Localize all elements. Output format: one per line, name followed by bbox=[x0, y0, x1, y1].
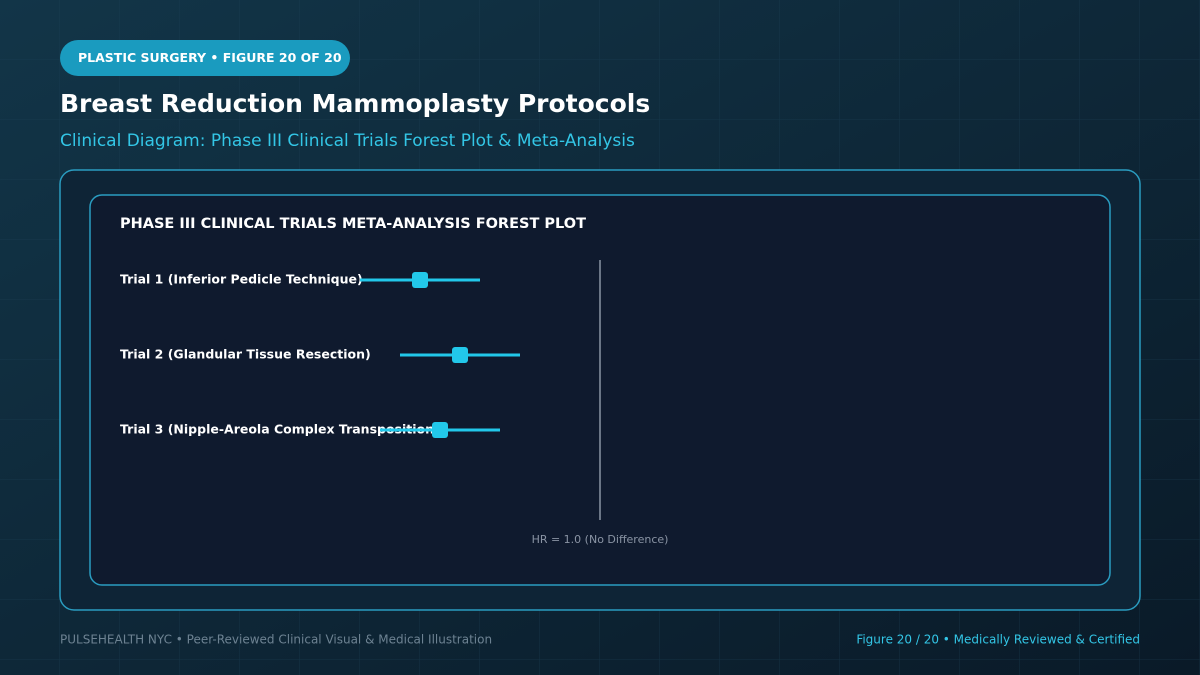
point-estimate bbox=[412, 272, 428, 288]
trial-label: Trial 2 (Glandular Tissue Resection) bbox=[120, 347, 371, 362]
badge bbox=[60, 40, 350, 76]
badge-text: PLASTIC SURGERY • FIGURE 20 OF 20 bbox=[78, 50, 342, 65]
trial-label: Trial 3 (Nipple-Areola Complex Transposi… bbox=[120, 422, 440, 437]
page-subtitle: Clinical Diagram: Phase III Clinical Tri… bbox=[60, 131, 635, 151]
footer-left: PULSEHEALTH NYC • Peer-Reviewed Clinical… bbox=[60, 633, 492, 647]
chart-title: PHASE III CLINICAL TRIALS META-ANALYSIS … bbox=[120, 216, 586, 232]
point-estimate bbox=[452, 347, 468, 363]
point-estimate bbox=[432, 422, 448, 438]
footer-right: Figure 20 / 20 • Medically Reviewed & Ce… bbox=[856, 633, 1140, 647]
reference-label: HR = 1.0 (No Difference) bbox=[532, 533, 669, 546]
page-title: Breast Reduction Mammoplasty Protocols bbox=[60, 89, 650, 118]
trial-label: Trial 1 (Inferior Pedicle Technique) bbox=[120, 272, 363, 287]
